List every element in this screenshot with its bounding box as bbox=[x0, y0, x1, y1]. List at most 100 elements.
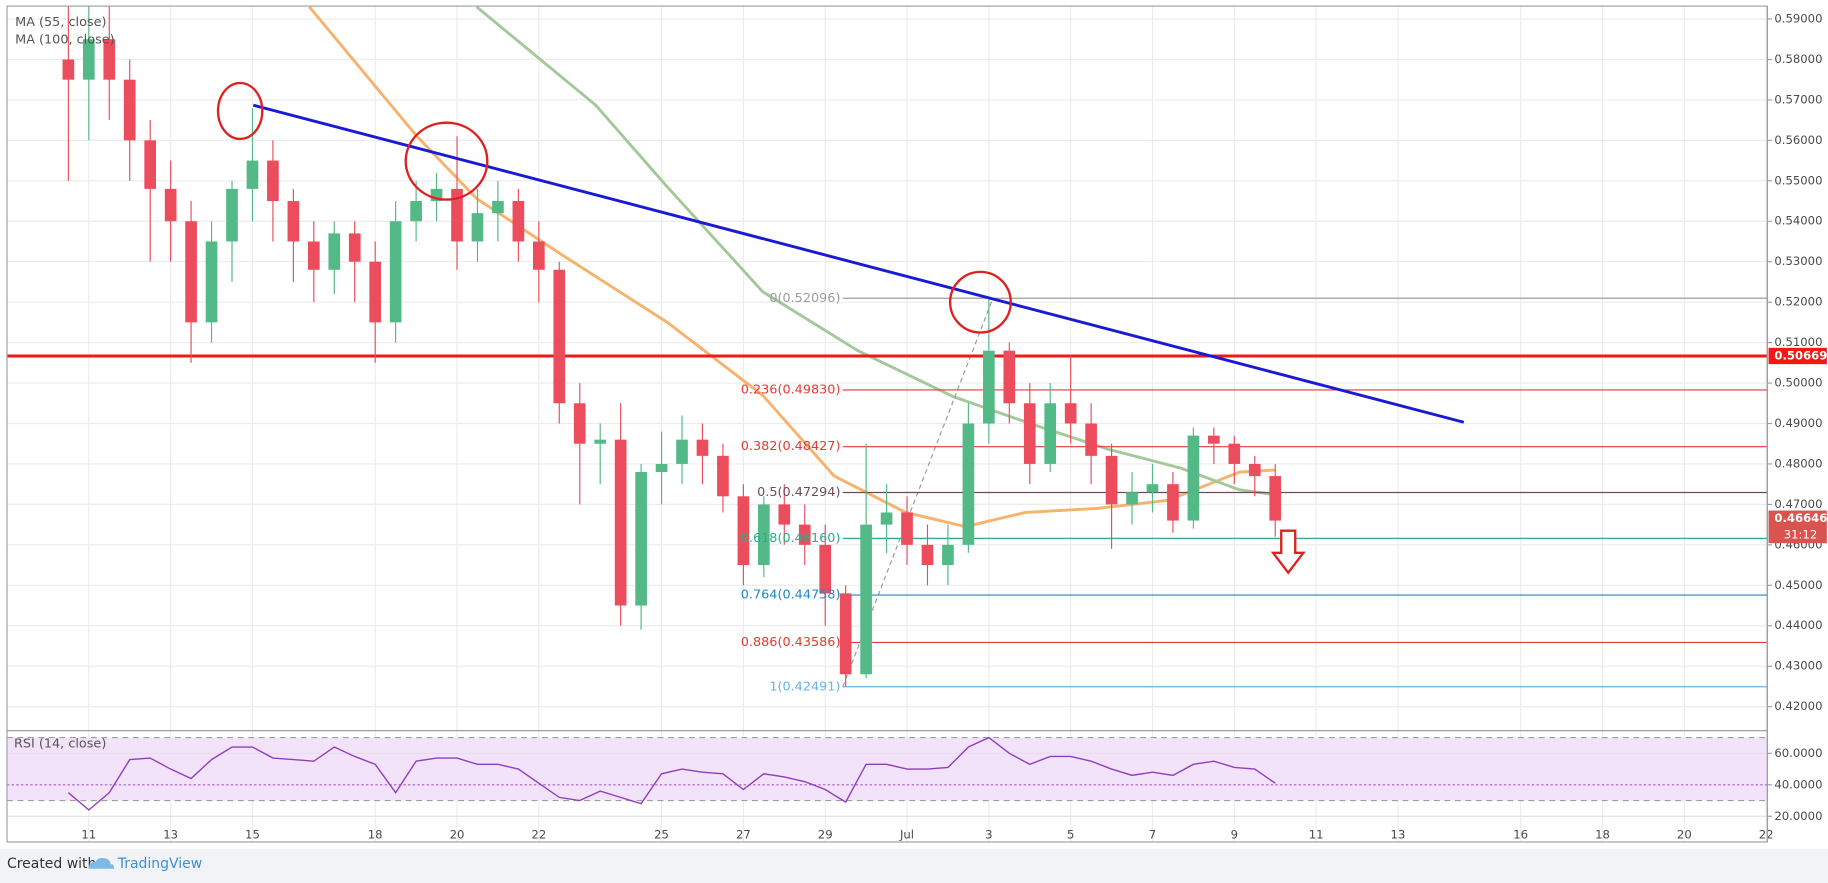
candle-body bbox=[1085, 423, 1097, 456]
y-tick-label: 0.53000 bbox=[1774, 254, 1822, 268]
candle-body bbox=[103, 39, 116, 80]
x-tick-label: 18 bbox=[368, 827, 383, 841]
candle-body bbox=[717, 455, 729, 497]
candle-body bbox=[1023, 403, 1036, 464]
candle-body bbox=[123, 79, 136, 141]
candle-body bbox=[205, 241, 218, 323]
y-tick-label: 0.56000 bbox=[1774, 133, 1822, 147]
candle-body bbox=[839, 593, 852, 675]
x-tick-label: 3 bbox=[985, 827, 992, 841]
y-tick-label: 0.42000 bbox=[1774, 699, 1822, 713]
candle-body bbox=[1003, 350, 1016, 404]
x-tick-label: Jul bbox=[899, 827, 914, 841]
y-tick-label: 0.48000 bbox=[1774, 456, 1822, 470]
candle-body bbox=[369, 261, 382, 323]
y-tick-label: 0.43000 bbox=[1774, 659, 1822, 673]
rsi-layer bbox=[6, 736, 1768, 817]
candle-body bbox=[921, 544, 934, 566]
candle-body bbox=[819, 544, 832, 594]
countdown: 31:12 bbox=[1784, 528, 1818, 542]
fib-label: 0(0.52096) bbox=[769, 291, 840, 306]
candle-body bbox=[492, 201, 504, 214]
footer-text: Created with bbox=[7, 856, 96, 872]
candle-body bbox=[82, 39, 95, 80]
candle-body bbox=[676, 439, 688, 464]
candle-body bbox=[1126, 492, 1138, 505]
candle-body bbox=[164, 188, 177, 222]
candle-body bbox=[880, 512, 893, 525]
candle-body bbox=[1105, 455, 1118, 505]
y-tick-label: 0.54000 bbox=[1774, 214, 1822, 228]
x-tick-label: 29 bbox=[818, 827, 833, 841]
y-tick-label: 0.50000 bbox=[1774, 376, 1822, 390]
candle-body bbox=[410, 201, 422, 222]
footer bbox=[0, 848, 1828, 883]
y-tick-label: 0.55000 bbox=[1774, 173, 1822, 187]
x-tick-label: 25 bbox=[654, 827, 669, 841]
candle-body bbox=[737, 496, 750, 566]
candle-body bbox=[573, 403, 586, 444]
down-arrow bbox=[1270, 529, 1306, 575]
trendline bbox=[252, 103, 1465, 424]
y-tick-label: 0.47000 bbox=[1774, 497, 1822, 511]
candle-body bbox=[185, 221, 197, 323]
y-tick-label: 0.59000 bbox=[1774, 12, 1822, 26]
candle-body bbox=[328, 233, 341, 270]
candle-body bbox=[471, 213, 484, 242]
y-tick-label: 0.45000 bbox=[1774, 578, 1822, 592]
candle-body bbox=[1208, 435, 1220, 444]
candle-body bbox=[144, 140, 157, 189]
candle-body bbox=[62, 59, 75, 80]
axis-layer: 11 13 15 18 20 22 25 27 29 Jul 3 5 7 9 11 13 16 18 20 22 0.5… bbox=[14, 12, 1827, 842]
rsi-y-tick-label: 60.0000 bbox=[1774, 746, 1822, 760]
candle-body bbox=[1248, 463, 1261, 477]
candle-body bbox=[758, 504, 770, 566]
candle-body bbox=[1269, 476, 1282, 521]
candle-body bbox=[533, 241, 545, 270]
candle-body bbox=[778, 504, 791, 525]
candle-body bbox=[614, 439, 627, 606]
candle-body bbox=[594, 439, 607, 444]
rsi-band bbox=[6, 737, 1768, 801]
rsi-y-tick-label: 40.0000 bbox=[1774, 777, 1822, 791]
candle-body bbox=[1044, 403, 1057, 464]
candle-body bbox=[226, 188, 238, 242]
candle-body bbox=[246, 160, 259, 189]
x-tick-label: 15 bbox=[245, 827, 260, 841]
x-tick-label: 13 bbox=[1391, 827, 1406, 841]
fib-label: 0.236(0.49830) bbox=[741, 382, 841, 397]
x-tick-label: 5 bbox=[1067, 827, 1074, 841]
last-price-box bbox=[1768, 510, 1827, 544]
x-tick-label: 11 bbox=[1309, 827, 1324, 841]
rsi-y-tick-label: 20.0000 bbox=[1774, 809, 1822, 823]
candle-body bbox=[348, 233, 361, 262]
circle bbox=[216, 81, 264, 141]
x-tick-label: 22 bbox=[531, 827, 546, 841]
candle-body bbox=[430, 188, 443, 202]
moving-average bbox=[308, 6, 1276, 529]
circle bbox=[948, 270, 1012, 334]
candle-body bbox=[635, 472, 647, 606]
candle-body bbox=[901, 512, 913, 545]
x-tick-label: 20 bbox=[1677, 827, 1692, 841]
fib-label: 0.618(0.46160) bbox=[741, 531, 841, 546]
candle-body bbox=[307, 241, 320, 270]
candle-body bbox=[962, 423, 975, 545]
candle-body bbox=[1064, 403, 1077, 424]
footer-brand[interactable]: TradingView bbox=[117, 856, 202, 872]
candle-body bbox=[287, 201, 300, 242]
moving-average bbox=[475, 6, 1276, 497]
x-tick-label: 22 bbox=[1759, 827, 1774, 841]
x-tick-label: 7 bbox=[1149, 827, 1156, 841]
candle-body bbox=[267, 160, 279, 202]
y-tick-label: 0.57000 bbox=[1774, 92, 1822, 106]
fib-label: 0.764(0.44758) bbox=[741, 588, 841, 603]
fib-label: 1(0.42491) bbox=[769, 679, 840, 694]
candle-body bbox=[512, 201, 525, 242]
candle-body bbox=[860, 524, 872, 675]
fib-label: 0.886(0.43586) bbox=[741, 635, 841, 650]
x-tick-label: 27 bbox=[736, 827, 751, 841]
y-tick-label: 0.51000 bbox=[1774, 335, 1822, 349]
x-tick-label: 20 bbox=[450, 827, 465, 841]
